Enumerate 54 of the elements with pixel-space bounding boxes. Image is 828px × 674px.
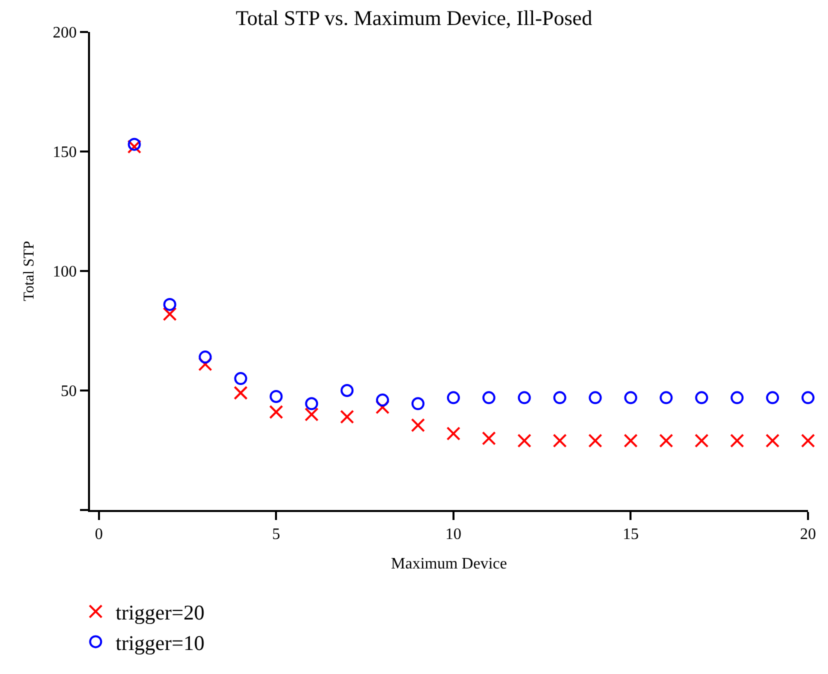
y-tick-label: 50 bbox=[60, 383, 77, 400]
y-tick-label: 100 bbox=[52, 264, 77, 281]
point bbox=[305, 397, 318, 410]
point bbox=[340, 410, 354, 424]
point bbox=[128, 138, 141, 151]
y-tick-label: 150 bbox=[52, 144, 77, 162]
point bbox=[446, 391, 460, 404]
point bbox=[588, 434, 602, 448]
point bbox=[198, 357, 212, 372]
point bbox=[659, 434, 674, 448]
x-tick-label: 20 bbox=[800, 526, 816, 544]
point bbox=[624, 434, 638, 448]
point bbox=[802, 391, 814, 404]
point bbox=[234, 386, 248, 400]
point bbox=[270, 390, 283, 403]
point bbox=[552, 434, 567, 448]
point bbox=[766, 434, 780, 448]
point bbox=[730, 391, 744, 404]
point bbox=[766, 391, 780, 404]
x-tick-label: 15 bbox=[622, 526, 639, 544]
point bbox=[730, 434, 744, 448]
point bbox=[162, 307, 177, 322]
legend-label: trigger=20 bbox=[116, 600, 204, 625]
point bbox=[624, 391, 638, 404]
point bbox=[588, 391, 602, 404]
point bbox=[446, 426, 460, 441]
point bbox=[234, 372, 248, 386]
point bbox=[694, 434, 709, 448]
x-tick-label: 5 bbox=[272, 526, 280, 544]
legend-label: trigger=10 bbox=[116, 630, 204, 655]
point bbox=[198, 350, 212, 364]
point bbox=[340, 384, 354, 397]
point bbox=[518, 391, 531, 404]
point bbox=[553, 391, 566, 404]
point bbox=[411, 397, 424, 410]
point bbox=[376, 394, 390, 407]
point bbox=[482, 431, 496, 446]
point bbox=[269, 405, 284, 420]
point bbox=[801, 434, 815, 448]
y-tick-label: 200 bbox=[52, 24, 77, 42]
x-axis-title: Maximum Device bbox=[391, 555, 507, 572]
point bbox=[695, 391, 708, 404]
point bbox=[482, 391, 496, 404]
point bbox=[660, 391, 673, 404]
point bbox=[163, 298, 176, 311]
point bbox=[304, 407, 319, 422]
point bbox=[376, 400, 390, 414]
x-tick-label: 0 bbox=[94, 526, 103, 544]
point bbox=[517, 434, 532, 448]
point bbox=[127, 140, 142, 154]
chart-title: Total STP vs. Maximum Device, Ill-Posed bbox=[236, 6, 593, 30]
y-axis-title: Total STP bbox=[22, 240, 38, 302]
x-tick-label: 10 bbox=[445, 526, 462, 544]
point bbox=[410, 418, 425, 432]
